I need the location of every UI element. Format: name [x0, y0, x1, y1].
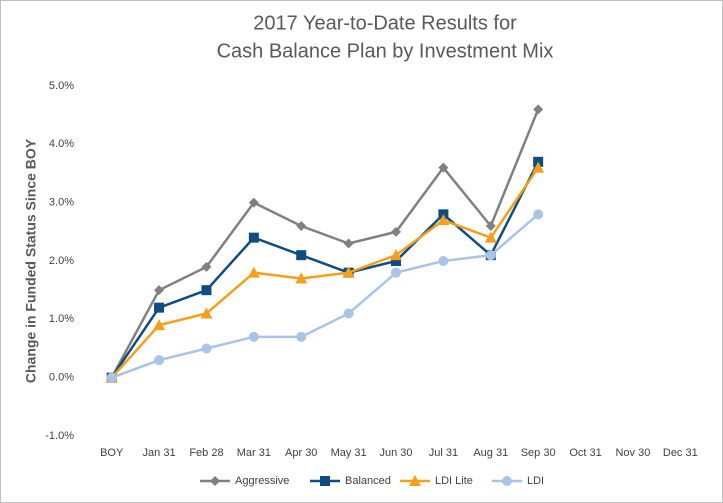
marker: [154, 302, 165, 313]
legend-label: LDI: [527, 475, 544, 487]
marker: [390, 249, 402, 261]
marker: [391, 256, 401, 266]
marker: [409, 475, 421, 486]
y-tick-label: 2.0%: [49, 255, 74, 267]
marker: [200, 307, 213, 319]
marker: [296, 221, 307, 231]
marker: [296, 250, 307, 261]
chart-title: Cash Balance Plan by Investment Mix: [217, 40, 554, 62]
series-line: [110, 108, 540, 379]
marker: [533, 104, 544, 115]
y-axis-label: Change in Funded Status Since BOY: [23, 138, 39, 383]
x-tick-label: Jan 31: [143, 447, 176, 459]
marker: [248, 331, 259, 342]
x-tick-label: Dec 31: [663, 447, 698, 459]
series-line: [110, 166, 540, 379]
y-tick-label: 3.0%: [49, 197, 74, 209]
chart-title: 2017 Year-to-Date Results for: [253, 12, 517, 34]
legend-label: Balanced: [345, 475, 391, 487]
x-tick-label: May 31: [331, 447, 367, 459]
x-tick-label: BOY: [100, 447, 124, 459]
y-tick-label: 0.0%: [49, 372, 74, 384]
x-tick-label: Apr 30: [285, 447, 317, 459]
marker: [343, 308, 354, 319]
x-tick-label: Jul 31: [429, 447, 458, 459]
x-tick-label: Jun 30: [379, 447, 412, 459]
marker: [296, 331, 307, 342]
x-tick-label: Feb 28: [189, 447, 223, 459]
marker: [201, 261, 212, 272]
marker: [106, 372, 117, 383]
legend-label: Aggressive: [235, 475, 289, 487]
marker: [502, 476, 512, 486]
y-tick-label: 5.0%: [49, 80, 74, 92]
marker: [532, 161, 545, 173]
marker: [438, 162, 449, 173]
marker: [154, 285, 165, 296]
x-tick-label: Sep 30: [521, 447, 556, 459]
marker: [248, 197, 259, 208]
marker: [154, 355, 165, 366]
marker: [153, 319, 166, 331]
marker: [343, 238, 354, 249]
x-tick-label: Mar 31: [237, 447, 271, 459]
marker: [437, 214, 450, 226]
x-tick-label: Aug 31: [473, 447, 508, 459]
marker: [391, 267, 401, 278]
x-tick-label: Oct 31: [569, 447, 601, 459]
marker: [320, 476, 330, 486]
marker: [438, 256, 449, 266]
marker: [485, 221, 496, 231]
series-line: [110, 161, 540, 379]
marker: [342, 266, 355, 278]
y-tick-label: 4.0%: [49, 138, 74, 150]
marker: [248, 232, 259, 243]
y-tick-label: 1.0%: [49, 313, 74, 325]
marker: [295, 272, 308, 284]
series-line: [111, 213, 539, 379]
marker: [485, 250, 496, 261]
marker: [484, 231, 497, 243]
legend-label: LDI Lite: [435, 475, 473, 487]
y-tick-label: -1.0%: [45, 430, 74, 442]
marker: [201, 343, 212, 354]
x-tick-label: Nov 30: [615, 447, 650, 459]
marker: [210, 476, 220, 486]
marker: [533, 209, 544, 220]
marker: [391, 226, 401, 237]
marker: [201, 285, 212, 296]
marker: [247, 266, 260, 278]
